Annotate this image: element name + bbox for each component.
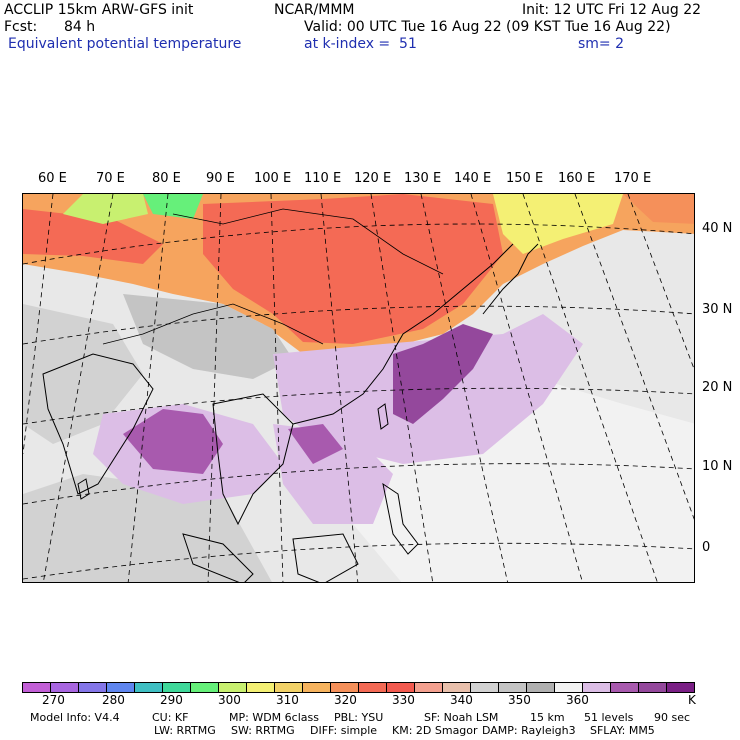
colorbar bbox=[22, 682, 695, 693]
lat-label: 10 N bbox=[702, 459, 733, 474]
colorbar-swatch bbox=[79, 683, 107, 692]
colorbar-label: 330 bbox=[392, 693, 415, 707]
lon-label: 90 E bbox=[206, 171, 235, 186]
colorbar-swatch bbox=[583, 683, 611, 692]
colorbar-swatch bbox=[331, 683, 359, 692]
colorbar-label: 350 bbox=[508, 693, 531, 707]
lon-label: 140 E bbox=[454, 171, 492, 186]
colorbar-swatch bbox=[191, 683, 219, 692]
colorbar-swatch bbox=[23, 683, 51, 692]
colorbar-swatch bbox=[51, 683, 79, 692]
colorbar-swatch bbox=[499, 683, 527, 692]
model-info-version: Model Info: V4.4 bbox=[30, 711, 120, 724]
lon-label: 60 E bbox=[38, 171, 67, 186]
colorbar-swatch bbox=[415, 683, 443, 692]
model-info-timestep: 90 sec bbox=[654, 711, 691, 724]
init-time: Init: 12 UTC Fri 12 Aug 22 bbox=[522, 2, 702, 18]
field-name: Equivalent potential temperature bbox=[8, 36, 242, 52]
colorbar-label: 340 bbox=[450, 693, 473, 707]
model-info-res: 15 km bbox=[530, 711, 565, 724]
model-title: ACCLIP 15km ARW-GFS init bbox=[4, 2, 194, 18]
lat-label: 0 bbox=[702, 540, 711, 555]
colorbar-swatch bbox=[527, 683, 555, 692]
colorbar-label: 270 bbox=[42, 693, 65, 707]
model-info-levels: 51 levels bbox=[584, 711, 634, 724]
lon-label: 110 E bbox=[304, 171, 342, 186]
colorbar-label: 290 bbox=[160, 693, 183, 707]
model-info-lw: LW: RRTMG bbox=[154, 724, 216, 737]
colorbar-swatch bbox=[107, 683, 135, 692]
lon-label: 120 E bbox=[354, 171, 392, 186]
colorbar-label: 300 bbox=[218, 693, 241, 707]
colorbar-label: 360 bbox=[566, 693, 589, 707]
colorbar-label: 280 bbox=[102, 693, 125, 707]
colorbar-swatch bbox=[667, 683, 694, 692]
colorbar-label: 310 bbox=[276, 693, 299, 707]
model-info-pbl: PBL: YSU bbox=[334, 711, 384, 724]
center-label: NCAR/MMM bbox=[274, 2, 355, 18]
lon-label: 70 E bbox=[96, 171, 125, 186]
colorbar-swatch bbox=[443, 683, 471, 692]
model-info-sf: SF: Noah LSM bbox=[424, 711, 499, 724]
colorbar-swatch bbox=[163, 683, 191, 692]
valid-time: Valid: 00 UTC Tue 16 Aug 22 (09 KST Tue … bbox=[304, 19, 671, 35]
lon-label: 100 E bbox=[254, 171, 292, 186]
model-info-cu: CU: KF bbox=[152, 711, 189, 724]
lon-label: 80 E bbox=[152, 171, 181, 186]
colorbar-swatch bbox=[387, 683, 415, 692]
lon-label: 170 E bbox=[614, 171, 652, 186]
colorbar-units: K bbox=[688, 693, 696, 707]
model-info-sw: SW: RRTMG bbox=[231, 724, 295, 737]
lat-label: 40 N bbox=[702, 221, 733, 236]
model-info-damp: DAMP: Rayleigh3 bbox=[482, 724, 576, 737]
colorbar-swatch bbox=[219, 683, 247, 692]
lon-label: 130 E bbox=[404, 171, 442, 186]
colorbar-label: 320 bbox=[334, 693, 357, 707]
colorbar-swatch bbox=[639, 683, 667, 692]
theta-e-field bbox=[23, 194, 694, 582]
colorbar-swatch bbox=[135, 683, 163, 692]
model-info-mp: MP: WDM 6class bbox=[229, 711, 319, 724]
colorbar-swatch bbox=[611, 683, 639, 692]
lon-label: 160 E bbox=[558, 171, 596, 186]
colorbar-swatch bbox=[359, 683, 387, 692]
colorbar-swatch bbox=[275, 683, 303, 692]
fcst-value: 84 h bbox=[64, 19, 96, 35]
colorbar-swatch bbox=[471, 683, 499, 692]
lat-label: 20 N bbox=[702, 380, 733, 395]
model-info-km: KM: 2D Smagor bbox=[392, 724, 478, 737]
colorbar-swatch bbox=[303, 683, 331, 692]
lon-label: 150 E bbox=[506, 171, 544, 186]
fcst-label: Fcst: bbox=[4, 19, 38, 35]
map-panel bbox=[22, 193, 695, 583]
model-info-diff: DIFF: simple bbox=[310, 724, 378, 737]
lat-label: 30 N bbox=[702, 302, 733, 317]
level-label: at k-index = 51 bbox=[304, 36, 417, 52]
smoothing-label: sm= 2 bbox=[578, 36, 625, 52]
colorbar-swatch bbox=[555, 683, 583, 692]
model-info-sflay: SFLAY: MM5 bbox=[590, 724, 655, 737]
colorbar-swatch bbox=[247, 683, 275, 692]
